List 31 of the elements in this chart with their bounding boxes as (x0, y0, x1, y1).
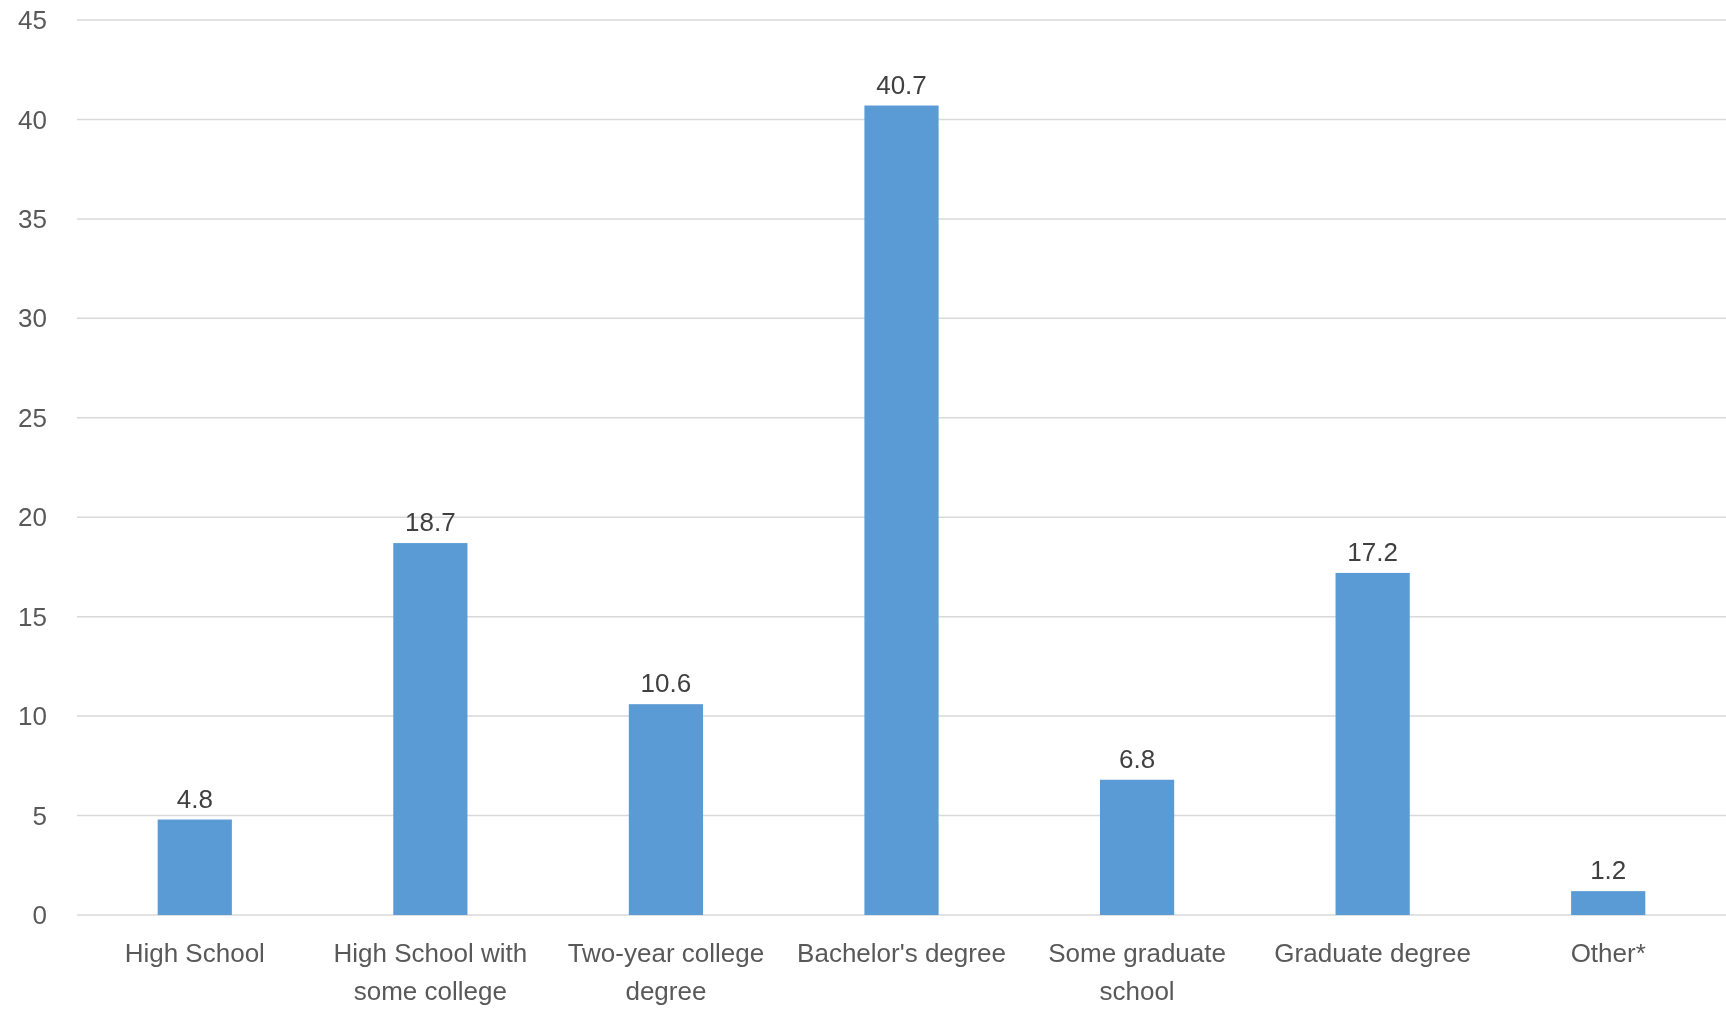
bar (1099, 779, 1175, 915)
bar (1571, 891, 1646, 915)
y-tick-label: 30 (18, 303, 47, 334)
bar (1335, 572, 1410, 915)
y-tick-label: 45 (18, 5, 47, 36)
x-tick-label: High School (124, 938, 265, 968)
y-tick-label: 0 (32, 900, 47, 931)
data-label: 6.8 (1118, 743, 1156, 774)
bar (157, 819, 232, 915)
y-tick-label: 10 (18, 701, 47, 732)
y-tick-label: 20 (18, 502, 47, 533)
x-tick-label: Graduate degree (1274, 938, 1471, 968)
data-label: 17.2 (1347, 536, 1398, 567)
y-tick-label: 35 (18, 203, 47, 234)
bar (628, 704, 704, 915)
y-tick-label: 40 (18, 104, 47, 135)
data-label: 40.7 (876, 69, 927, 100)
y-tick-label: 5 (32, 800, 47, 831)
x-tick-label: Bachelor's degree (797, 938, 1006, 968)
x-tick-label: Some graduate school (1048, 938, 1226, 1006)
x-tick-label: Two-year college degree (567, 938, 765, 1006)
data-label: 4.8 (176, 783, 213, 814)
bar (393, 543, 468, 915)
data-label: 1.2 (1590, 855, 1627, 886)
x-tick-label: Other* (1570, 938, 1646, 968)
x-tick-label: High School with some college (333, 938, 528, 1006)
data-label: 10.6 (640, 668, 692, 699)
y-tick-label: 15 (18, 601, 47, 632)
data-label: 18.7 (405, 507, 456, 538)
y-tick-label: 25 (18, 402, 47, 433)
bar (864, 105, 939, 915)
